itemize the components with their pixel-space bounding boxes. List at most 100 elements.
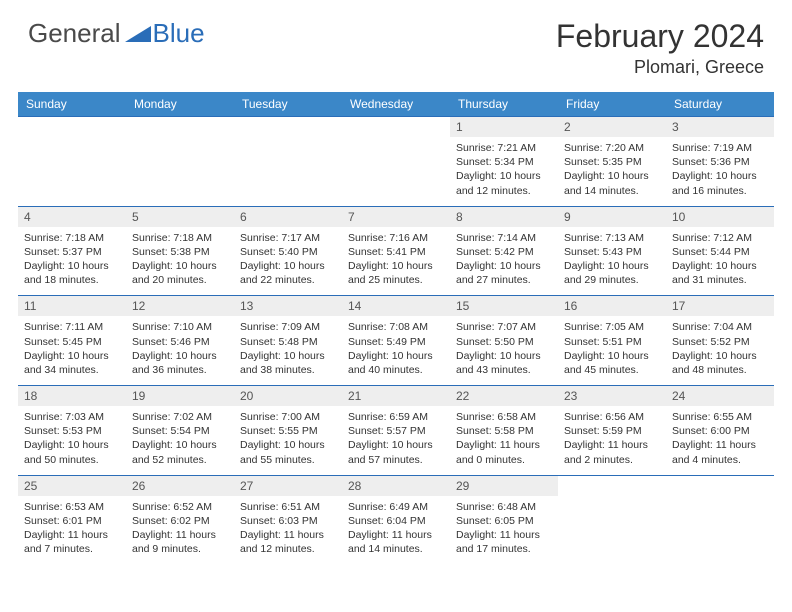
sunset-line: Sunset: 5:34 PM [456, 155, 552, 169]
sunset-line: Sunset: 5:35 PM [564, 155, 660, 169]
day-number: 25 [18, 476, 126, 496]
day-cell: 23Sunrise: 6:56 AMSunset: 5:59 PMDayligh… [558, 386, 666, 476]
sunrise-line: Sunrise: 7:07 AM [456, 320, 552, 334]
day-cell [126, 117, 234, 207]
day-cell: 2Sunrise: 7:20 AMSunset: 5:35 PMDaylight… [558, 117, 666, 207]
sunset-line: Sunset: 5:45 PM [24, 335, 120, 349]
day-number: 5 [126, 207, 234, 227]
sunrise-line: Sunrise: 6:49 AM [348, 500, 444, 514]
day-body: Sunrise: 7:05 AMSunset: 5:51 PMDaylight:… [558, 316, 666, 385]
day-cell: 27Sunrise: 6:51 AMSunset: 6:03 PMDayligh… [234, 475, 342, 564]
month-title: February 2024 [556, 18, 764, 55]
sunset-line: Sunset: 6:01 PM [24, 514, 120, 528]
sunset-line: Sunset: 6:03 PM [240, 514, 336, 528]
logo-text-blue: Blue [153, 18, 205, 49]
day-number: 6 [234, 207, 342, 227]
daylight-line: Daylight: 11 hours and 4 minutes. [672, 438, 768, 466]
day-body: Sunrise: 6:48 AMSunset: 6:05 PMDaylight:… [450, 496, 558, 565]
day-number: 4 [18, 207, 126, 227]
day-number: 14 [342, 296, 450, 316]
sunset-line: Sunset: 5:57 PM [348, 424, 444, 438]
daylight-line: Daylight: 11 hours and 14 minutes. [348, 528, 444, 556]
day-number: 7 [342, 207, 450, 227]
daylight-line: Daylight: 10 hours and 18 minutes. [24, 259, 120, 287]
day-cell [666, 475, 774, 564]
sunrise-line: Sunrise: 7:02 AM [132, 410, 228, 424]
sunset-line: Sunset: 6:00 PM [672, 424, 768, 438]
sunrise-line: Sunrise: 6:51 AM [240, 500, 336, 514]
day-number: 9 [558, 207, 666, 227]
dayhead-cell: Friday [558, 92, 666, 117]
week-row: 18Sunrise: 7:03 AMSunset: 5:53 PMDayligh… [18, 386, 774, 476]
dayhead-cell: Tuesday [234, 92, 342, 117]
daylight-line: Daylight: 10 hours and 52 minutes. [132, 438, 228, 466]
sunrise-line: Sunrise: 7:04 AM [672, 320, 768, 334]
sunrise-line: Sunrise: 6:53 AM [24, 500, 120, 514]
day-number: 22 [450, 386, 558, 406]
day-number: 11 [18, 296, 126, 316]
day-cell: 4Sunrise: 7:18 AMSunset: 5:37 PMDaylight… [18, 206, 126, 296]
sunset-line: Sunset: 5:40 PM [240, 245, 336, 259]
dayhead-cell: Wednesday [342, 92, 450, 117]
daylight-line: Daylight: 10 hours and 48 minutes. [672, 349, 768, 377]
day-cell: 20Sunrise: 7:00 AMSunset: 5:55 PMDayligh… [234, 386, 342, 476]
day-body-empty [558, 496, 666, 554]
daylight-line: Daylight: 10 hours and 14 minutes. [564, 169, 660, 197]
sunrise-line: Sunrise: 7:05 AM [564, 320, 660, 334]
location: Plomari, Greece [556, 57, 764, 78]
dayhead-cell: Monday [126, 92, 234, 117]
sunset-line: Sunset: 5:53 PM [24, 424, 120, 438]
day-body: Sunrise: 6:58 AMSunset: 5:58 PMDaylight:… [450, 406, 558, 475]
day-number: 17 [666, 296, 774, 316]
calendar-table: SundayMondayTuesdayWednesdayThursdayFrid… [18, 92, 774, 564]
day-cell: 16Sunrise: 7:05 AMSunset: 5:51 PMDayligh… [558, 296, 666, 386]
day-cell: 11Sunrise: 7:11 AMSunset: 5:45 PMDayligh… [18, 296, 126, 386]
sunset-line: Sunset: 5:54 PM [132, 424, 228, 438]
header: General Blue February 2024 Plomari, Gree… [0, 0, 792, 86]
sunset-line: Sunset: 5:41 PM [348, 245, 444, 259]
day-number: 20 [234, 386, 342, 406]
sunrise-line: Sunrise: 6:48 AM [456, 500, 552, 514]
daylight-line: Daylight: 10 hours and 31 minutes. [672, 259, 768, 287]
day-body: Sunrise: 7:03 AMSunset: 5:53 PMDaylight:… [18, 406, 126, 475]
sunset-line: Sunset: 6:05 PM [456, 514, 552, 528]
day-cell: 9Sunrise: 7:13 AMSunset: 5:43 PMDaylight… [558, 206, 666, 296]
sunrise-line: Sunrise: 7:19 AM [672, 141, 768, 155]
sunrise-line: Sunrise: 7:18 AM [24, 231, 120, 245]
sunrise-line: Sunrise: 7:16 AM [348, 231, 444, 245]
sunrise-line: Sunrise: 7:11 AM [24, 320, 120, 334]
sunrise-line: Sunrise: 6:55 AM [672, 410, 768, 424]
day-number: 10 [666, 207, 774, 227]
day-cell: 26Sunrise: 6:52 AMSunset: 6:02 PMDayligh… [126, 475, 234, 564]
sunset-line: Sunset: 5:38 PM [132, 245, 228, 259]
day-cell: 8Sunrise: 7:14 AMSunset: 5:42 PMDaylight… [450, 206, 558, 296]
day-cell: 25Sunrise: 6:53 AMSunset: 6:01 PMDayligh… [18, 475, 126, 564]
daylight-line: Daylight: 10 hours and 57 minutes. [348, 438, 444, 466]
day-number-empty [234, 117, 342, 137]
day-cell: 3Sunrise: 7:19 AMSunset: 5:36 PMDaylight… [666, 117, 774, 207]
day-cell: 22Sunrise: 6:58 AMSunset: 5:58 PMDayligh… [450, 386, 558, 476]
day-cell: 13Sunrise: 7:09 AMSunset: 5:48 PMDayligh… [234, 296, 342, 386]
day-body: Sunrise: 7:13 AMSunset: 5:43 PMDaylight:… [558, 227, 666, 296]
daylight-line: Daylight: 10 hours and 22 minutes. [240, 259, 336, 287]
day-number-empty [558, 476, 666, 496]
day-body: Sunrise: 7:20 AMSunset: 5:35 PMDaylight:… [558, 137, 666, 206]
day-body: Sunrise: 7:02 AMSunset: 5:54 PMDaylight:… [126, 406, 234, 475]
day-body-empty [18, 137, 126, 195]
day-body-empty [666, 496, 774, 554]
daylight-line: Daylight: 11 hours and 17 minutes. [456, 528, 552, 556]
sunrise-line: Sunrise: 7:21 AM [456, 141, 552, 155]
day-body: Sunrise: 7:10 AMSunset: 5:46 PMDaylight:… [126, 316, 234, 385]
day-body: Sunrise: 7:07 AMSunset: 5:50 PMDaylight:… [450, 316, 558, 385]
day-cell: 15Sunrise: 7:07 AMSunset: 5:50 PMDayligh… [450, 296, 558, 386]
day-body: Sunrise: 6:55 AMSunset: 6:00 PMDaylight:… [666, 406, 774, 475]
sunset-line: Sunset: 6:02 PM [132, 514, 228, 528]
day-body: Sunrise: 6:49 AMSunset: 6:04 PMDaylight:… [342, 496, 450, 565]
sunrise-line: Sunrise: 6:56 AM [564, 410, 660, 424]
sunset-line: Sunset: 5:46 PM [132, 335, 228, 349]
day-cell [558, 475, 666, 564]
day-number: 27 [234, 476, 342, 496]
day-cell: 10Sunrise: 7:12 AMSunset: 5:44 PMDayligh… [666, 206, 774, 296]
day-body: Sunrise: 7:12 AMSunset: 5:44 PMDaylight:… [666, 227, 774, 296]
daylight-line: Daylight: 10 hours and 12 minutes. [456, 169, 552, 197]
